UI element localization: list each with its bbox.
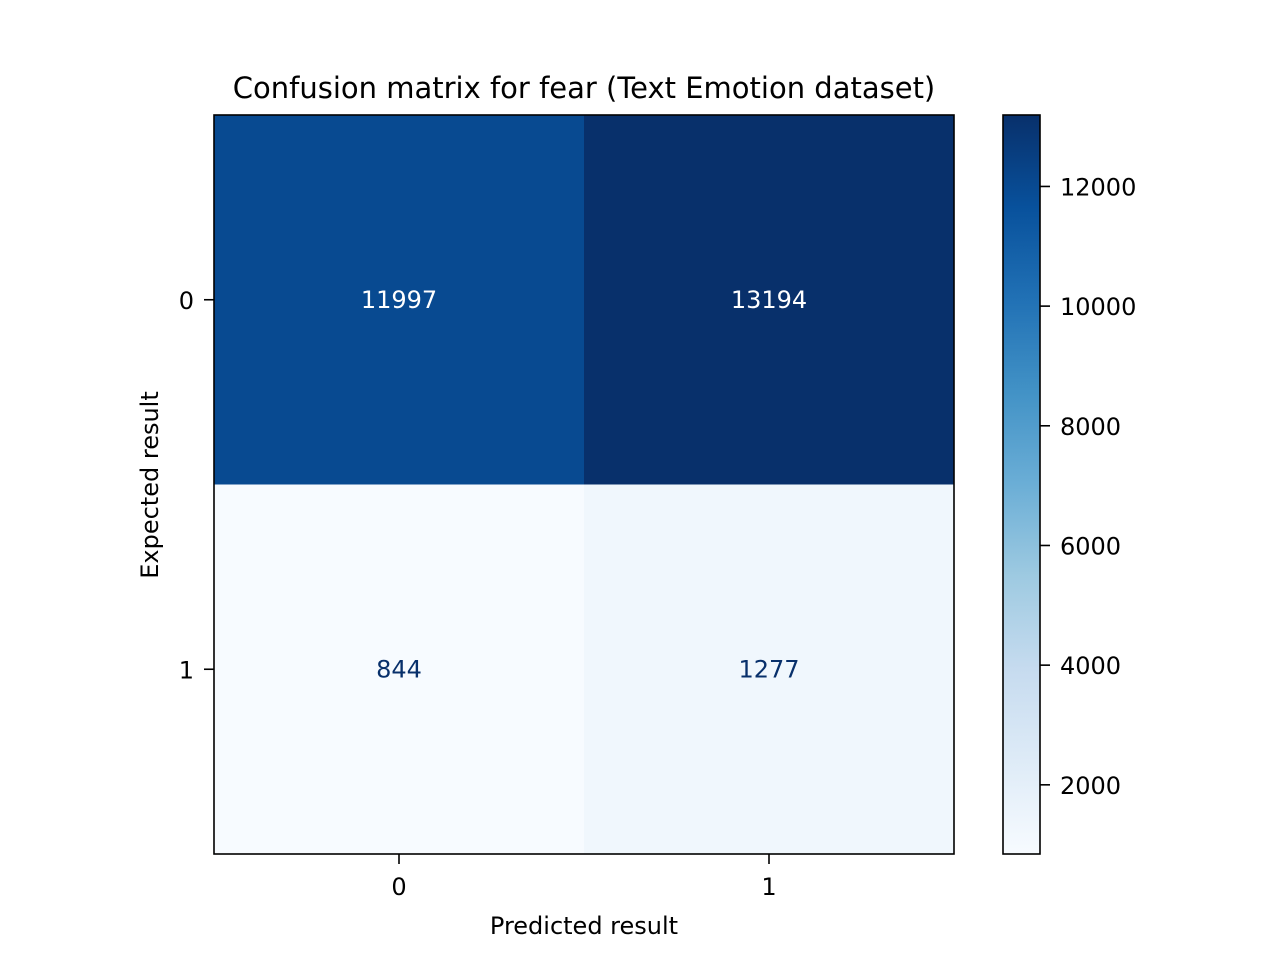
heatmap-cell-labels: 11997 13194 844 1277 bbox=[361, 286, 807, 684]
x-axis-title: Predicted result bbox=[490, 912, 678, 940]
cell-value-label: 13194 bbox=[731, 286, 807, 314]
y-tick-label: 0 bbox=[179, 287, 194, 315]
heatmap-cell-1-1 bbox=[584, 484, 955, 855]
heatmap-cells bbox=[214, 115, 955, 855]
x-tick-label: 1 bbox=[761, 873, 776, 901]
colorbar-tick-label: 8000 bbox=[1060, 413, 1121, 441]
colorbar-tick-label: 4000 bbox=[1060, 652, 1121, 680]
colorbar-tick-label: 2000 bbox=[1060, 772, 1121, 800]
heatmap-cell-0-1 bbox=[584, 115, 955, 485]
y-axis-title: Expected result bbox=[136, 391, 164, 579]
heatmap-cell-1-0 bbox=[214, 484, 585, 855]
cell-value-label: 11997 bbox=[361, 286, 437, 314]
chart-title: Confusion matrix for fear (Text Emotion … bbox=[233, 71, 936, 105]
y-axis-ticks: 01 bbox=[179, 287, 214, 684]
colorbar-tick-label: 12000 bbox=[1060, 173, 1136, 201]
colorbar bbox=[1002, 114, 1041, 855]
colorbar-tick-label: 6000 bbox=[1060, 532, 1121, 560]
y-tick-label: 1 bbox=[179, 656, 194, 684]
plot-frame bbox=[213, 114, 955, 855]
x-tick-label: 0 bbox=[391, 873, 406, 901]
cell-value-label: 844 bbox=[376, 655, 422, 683]
heatmap-cell-0-0 bbox=[214, 115, 585, 485]
cell-value-label: 1277 bbox=[738, 655, 799, 683]
colorbar-tick-label: 10000 bbox=[1060, 293, 1136, 321]
colorbar-ticks: 2000 4000 6000 8000 10000 12000 bbox=[1040, 173, 1136, 800]
